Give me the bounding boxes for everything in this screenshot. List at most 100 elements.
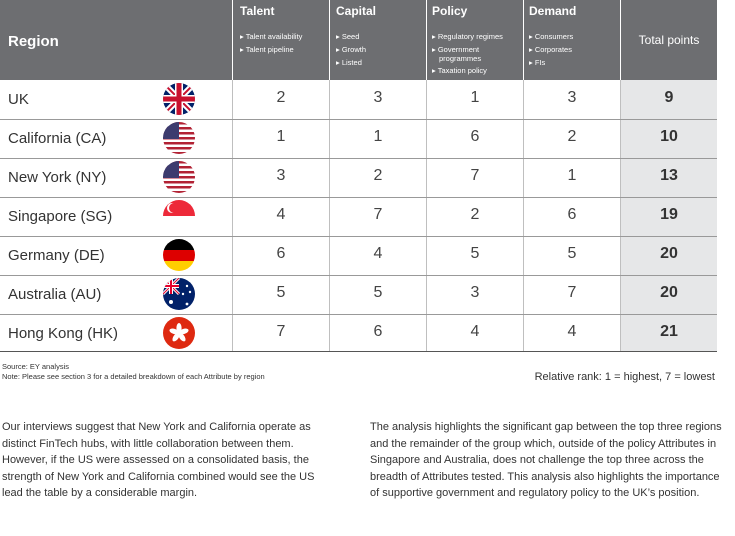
singapore-flag-icon — [163, 200, 195, 232]
total-points: 10 — [660, 128, 678, 145]
capital-subitem: ▸ Seed — [336, 32, 360, 41]
talent-rank: 4 — [276, 206, 286, 223]
capital-subitem: ▸ Growth — [336, 45, 367, 54]
capital-rank: 6 — [373, 323, 383, 340]
demand-rank: 2 — [567, 128, 577, 145]
table-row: New York (NY) 3 2 7 1 13 — [0, 158, 717, 197]
source-text: Source: EY analysis — [2, 362, 69, 371]
table-row: Australia (AU) 5 5 3 7 20 — [0, 275, 717, 314]
demand-rank: 7 — [567, 284, 577, 301]
capital-rank: 7 — [373, 206, 383, 223]
region-name: UK — [8, 91, 29, 108]
header-divider — [523, 0, 524, 80]
column-divider — [426, 80, 427, 352]
capital-rank: 5 — [373, 284, 383, 301]
total-points: 20 — [660, 284, 678, 301]
column-divider — [620, 80, 621, 352]
talent-rank: 3 — [276, 167, 286, 184]
total-column-background — [621, 80, 717, 352]
policy-header: Policy — [432, 4, 468, 18]
talent-subitem: ▸ Talent availability — [240, 32, 303, 41]
header-divider — [329, 0, 330, 80]
row-divider — [0, 197, 717, 198]
capital-subitems: ▸ Seed ▸ Growth ▸ Listed — [336, 30, 366, 69]
table-row: UK 2 3 1 3 9 — [0, 80, 717, 119]
australia-flag-icon — [163, 278, 195, 310]
us-flag-icon — [163, 161, 195, 193]
region-column-header: Region — [8, 33, 59, 50]
demand-subitem: ▸ Corporates — [529, 45, 572, 54]
capital-rank: 1 — [373, 128, 383, 145]
row-divider — [0, 158, 717, 159]
talent-subitems: ▸ Talent availability ▸ Talent pipeline — [240, 30, 302, 56]
table-bottom-border — [0, 351, 717, 352]
demand-rank: 3 — [567, 89, 577, 106]
talent-rank: 7 — [276, 323, 286, 340]
header-divider — [620, 0, 621, 80]
policy-rank: 6 — [470, 128, 480, 145]
row-divider — [0, 119, 717, 120]
region-name: Germany (DE) — [8, 247, 105, 264]
row-divider — [0, 275, 717, 276]
talent-header: Talent — [240, 4, 275, 18]
policy-subitem: programmes — [439, 54, 482, 63]
capital-subitem: ▸ Listed — [336, 58, 362, 67]
source-note: Source: EY analysis Note: Please see sec… — [2, 362, 265, 382]
total-points: 13 — [660, 167, 678, 184]
row-divider — [0, 236, 717, 237]
demand-subitems: ▸ Consumers ▸ Corporates ▸ FIs — [529, 30, 573, 69]
demand-rank: 1 — [567, 167, 577, 184]
total-points: 9 — [664, 89, 674, 106]
demand-header: Demand — [529, 4, 577, 18]
right-paragraph: The analysis highlights the significant … — [370, 421, 722, 499]
demand-subitem: ▸ FIs — [529, 58, 546, 67]
germany-flag-icon — [163, 239, 195, 271]
total-points: 19 — [660, 206, 678, 223]
policy-subitem: ▸ Taxation policy — [432, 66, 487, 75]
region-name: California (CA) — [8, 130, 107, 147]
region-name: Australia (AU) — [8, 286, 102, 303]
left-paragraph: Our interviews suggest that New York and… — [2, 421, 315, 499]
policy-rank: 5 — [470, 245, 480, 262]
table-row: Germany (DE) 6 4 5 5 20 — [0, 236, 717, 275]
header-divider — [232, 0, 233, 80]
us-flag-icon — [163, 122, 195, 154]
column-divider — [523, 80, 524, 352]
talent-rank: 1 — [276, 128, 286, 145]
talent-rank: 2 — [276, 89, 286, 106]
policy-subitems: ▸ Regulatory regimes ▸ Government progra… — [432, 30, 503, 77]
policy-rank: 1 — [470, 89, 480, 106]
table-row: Hong Kong (HK) 7 6 4 4 21 — [0, 314, 717, 353]
capital-header: Capital — [336, 4, 377, 18]
rank-legend: Relative rank: 1 = highest, 7 = lowest — [534, 371, 715, 383]
policy-rank: 2 — [470, 206, 480, 223]
policy-rank: 3 — [470, 284, 480, 301]
uk-flag-icon — [163, 83, 195, 115]
demand-rank: 4 — [567, 323, 577, 340]
column-divider — [232, 80, 233, 352]
capital-rank: 4 — [373, 245, 383, 262]
talent-subitem: ▸ Talent pipeline — [240, 45, 294, 54]
talent-rank: 5 — [276, 284, 286, 301]
capital-rank: 2 — [373, 167, 383, 184]
row-divider — [0, 314, 717, 315]
table-row: California (CA) 1 1 6 2 10 — [0, 119, 717, 158]
region-name: New York (NY) — [8, 169, 107, 186]
total-points: 20 — [660, 245, 678, 262]
table-header: Region Talent ▸ Talent availability ▸ Ta… — [0, 0, 717, 80]
talent-rank: 6 — [276, 245, 286, 262]
demand-rank: 6 — [567, 206, 577, 223]
hong-kong-flag-icon — [163, 317, 195, 349]
header-divider — [426, 0, 427, 80]
region-name: Singapore (SG) — [8, 208, 113, 225]
policy-rank: 7 — [470, 167, 480, 184]
note-text: Note: Please see section 3 for a detaile… — [2, 372, 265, 381]
capital-rank: 3 — [373, 89, 383, 106]
policy-subitem: ▸ Regulatory regimes — [432, 32, 503, 41]
column-divider — [329, 80, 330, 352]
policy-subitem: ▸ Government — [432, 45, 480, 54]
total-points: 21 — [660, 323, 678, 340]
table-row: Singapore (SG) 4 7 2 6 19 — [0, 197, 717, 236]
demand-rank: 5 — [567, 245, 577, 262]
policy-rank: 4 — [470, 323, 480, 340]
